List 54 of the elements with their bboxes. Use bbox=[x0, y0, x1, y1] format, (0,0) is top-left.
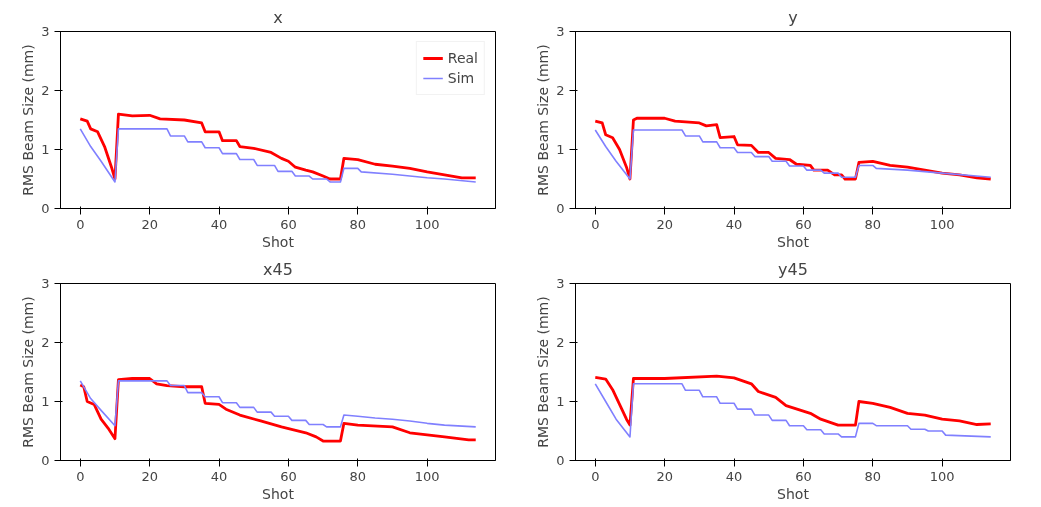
x-axis-title: Shot bbox=[262, 233, 295, 250]
chart-title: x bbox=[273, 7, 283, 27]
y-tick-label: 1 bbox=[41, 394, 50, 409]
y-axis-title: RMS Beam Size (mm) bbox=[20, 296, 37, 448]
x-tick-label: 100 bbox=[929, 468, 955, 484]
y-tick-label: 0 bbox=[41, 201, 50, 216]
y-tick-label: 1 bbox=[556, 394, 565, 409]
y-tick-label: 2 bbox=[41, 335, 50, 350]
x-tick-label: 20 bbox=[656, 468, 673, 484]
chart-title: y bbox=[788, 7, 798, 27]
x-tick-label: 100 bbox=[929, 216, 955, 232]
x-tick-label: 60 bbox=[280, 468, 297, 484]
x-tick-label: 80 bbox=[349, 216, 367, 232]
y-tick-label: 1 bbox=[41, 142, 50, 157]
x-tick-label: 60 bbox=[795, 216, 812, 232]
x-tick-label: 0 bbox=[76, 216, 85, 232]
x-tick-label: 80 bbox=[864, 216, 882, 232]
x-tick-label: 80 bbox=[864, 468, 882, 484]
x-tick-label: 40 bbox=[210, 468, 228, 484]
x-tick-label: 20 bbox=[141, 216, 158, 232]
y-tick-label: 3 bbox=[41, 24, 50, 39]
x-tick-label: 40 bbox=[210, 216, 228, 232]
x-axis-title: Shot bbox=[777, 233, 810, 250]
y-tick-label: 3 bbox=[41, 276, 50, 291]
y-tick-label: 0 bbox=[41, 453, 50, 468]
legend-label: Sim bbox=[447, 70, 475, 86]
y-tick-label: 3 bbox=[556, 276, 565, 291]
y-tick-label: 1 bbox=[556, 142, 565, 157]
y-tick-label: 2 bbox=[556, 83, 565, 98]
x-tick-label: 100 bbox=[414, 216, 440, 232]
y-axis-title: RMS Beam Size (mm) bbox=[20, 44, 37, 196]
x-axis-title: Shot bbox=[777, 485, 810, 502]
y-axis-title: RMS Beam Size (mm) bbox=[535, 44, 552, 196]
y-axis-title: RMS Beam Size (mm) bbox=[535, 296, 552, 448]
x-tick-label: 100 bbox=[414, 468, 440, 484]
y-tick-label: 0 bbox=[556, 453, 565, 468]
y-tick-label: 3 bbox=[556, 24, 565, 39]
y-tick-label: 2 bbox=[556, 335, 565, 350]
x-tick-label: 60 bbox=[795, 468, 812, 484]
x-tick-label: 40 bbox=[725, 468, 743, 484]
x-tick-label: 0 bbox=[591, 216, 600, 232]
x-tick-label: 20 bbox=[141, 468, 158, 484]
legend-label: Real bbox=[447, 50, 478, 66]
x-tick-label: 60 bbox=[280, 216, 297, 232]
chart-title: x45 bbox=[263, 259, 293, 279]
x-tick-label: 0 bbox=[591, 468, 600, 484]
y-tick-label: 0 bbox=[556, 201, 565, 216]
chart-title: y45 bbox=[778, 259, 808, 279]
x-tick-label: 80 bbox=[349, 468, 367, 484]
y-tick-label: 2 bbox=[41, 83, 50, 98]
x-axis-title: Shot bbox=[262, 485, 295, 502]
x-tick-label: 20 bbox=[656, 216, 673, 232]
x-tick-label: 0 bbox=[76, 468, 85, 484]
x-tick-label: 40 bbox=[725, 216, 743, 232]
